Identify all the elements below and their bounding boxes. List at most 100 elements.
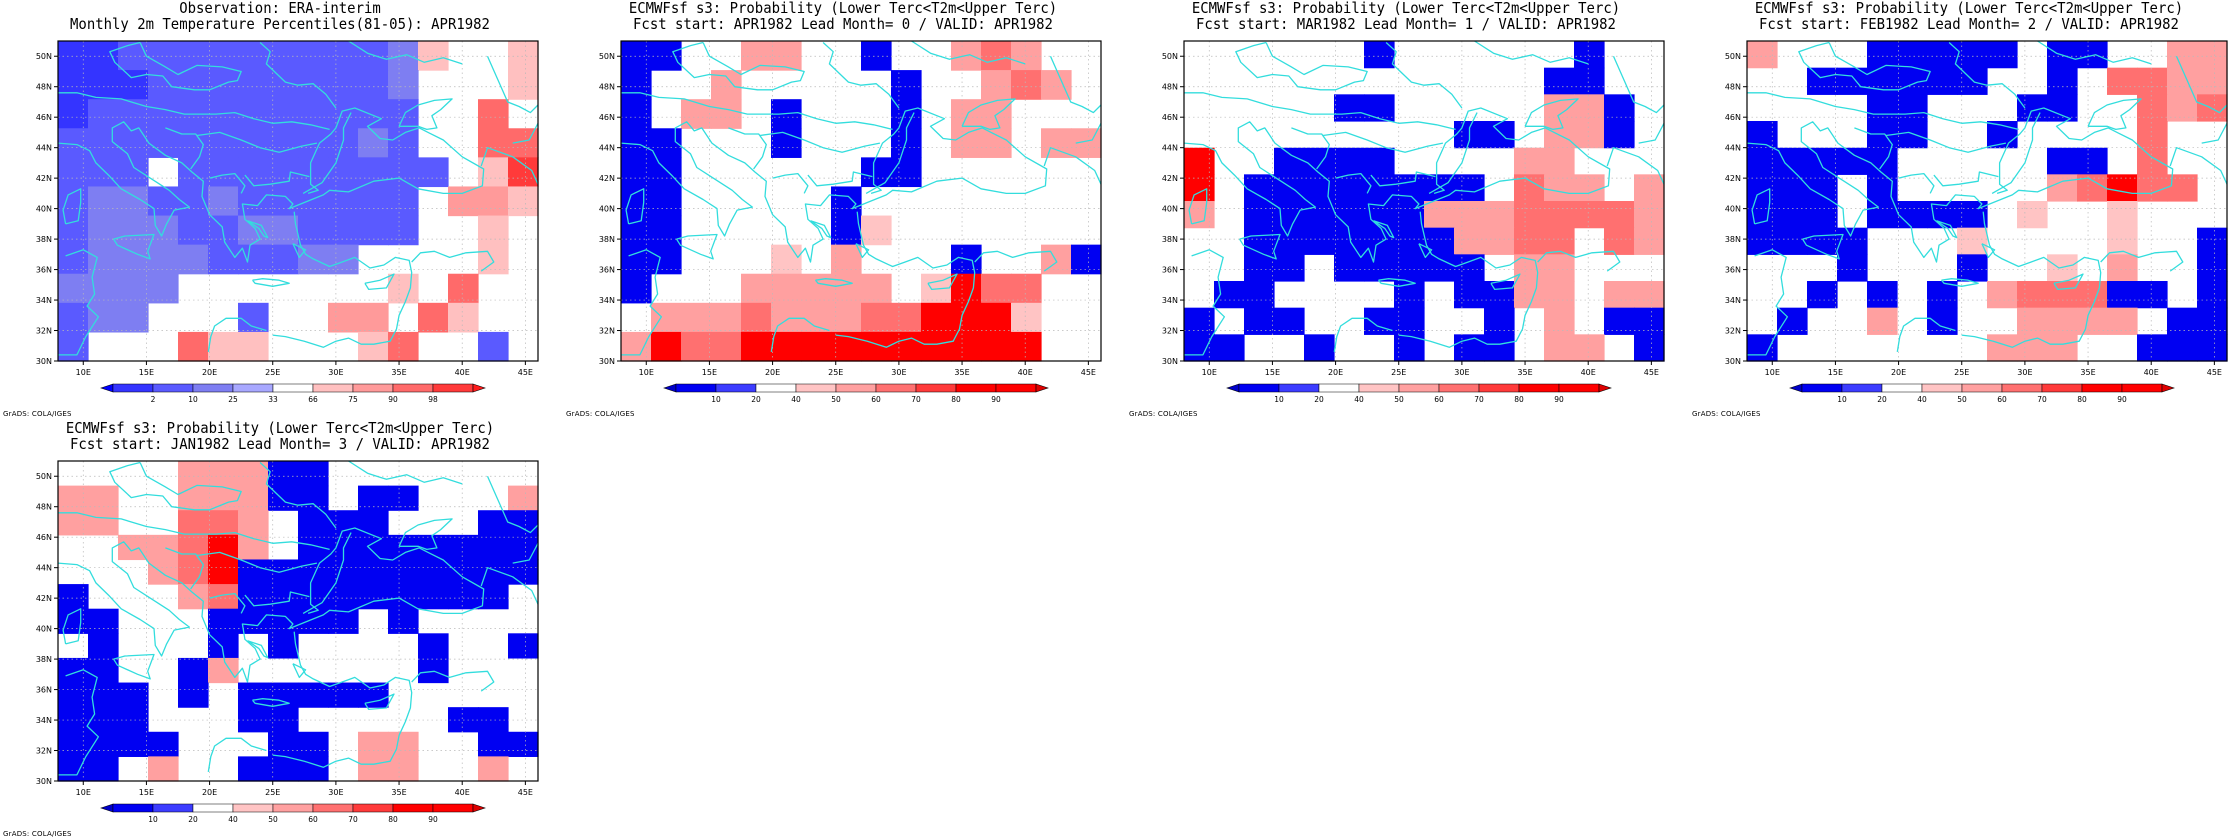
grid-cell [178, 534, 209, 561]
grid-cell [1747, 201, 1778, 229]
grid-cell [388, 99, 419, 129]
coastline [209, 592, 246, 614]
lon-tick-label: 35E [391, 788, 406, 797]
grid-cell [2107, 254, 2138, 282]
lat-tick-label: 36N [599, 266, 615, 275]
lat-tick-label: 48N [1162, 83, 1178, 92]
lat-tick-label: 50N [599, 52, 615, 61]
grid-cell [1274, 174, 1305, 202]
grid-cell [148, 534, 179, 561]
grid-cell [891, 70, 922, 100]
lat-tick-label: 44N [36, 144, 52, 153]
grid-cell [508, 41, 539, 71]
grid-cell [2047, 147, 2078, 175]
grid-cell [1394, 174, 1425, 202]
coastline [1936, 220, 1958, 239]
lon-tick-label: 30E [328, 368, 343, 377]
grid-cell [621, 331, 652, 362]
coastline [1898, 172, 1935, 194]
grid-cell [981, 302, 1012, 333]
lon-tick-label: 10E [1765, 368, 1780, 377]
grid-cell [328, 215, 359, 246]
coastline [62, 608, 82, 645]
coastline [58, 669, 100, 776]
grid-cell [238, 99, 269, 129]
grid-cell [2137, 147, 2168, 175]
grid-cell [178, 682, 209, 708]
lon-tick-label: 45E [1644, 368, 1659, 377]
grid-cell [508, 128, 539, 158]
grid-cell [508, 510, 539, 536]
colorbar-label: 90 [1554, 395, 1564, 404]
grid-cell [861, 302, 892, 333]
grid-cell [118, 157, 149, 188]
grid-cell [388, 731, 419, 757]
coastline [247, 220, 269, 239]
grid-cell [58, 273, 89, 304]
colorbar-box [995, 383, 1037, 393]
coastline [1802, 233, 1844, 260]
lat-tick-label: 50N [1162, 52, 1178, 61]
coastline [2100, 250, 2184, 272]
grid-cell [298, 584, 329, 610]
lon-tick-label: 35E [954, 368, 969, 377]
grid-cell [268, 186, 299, 217]
coastline [398, 98, 453, 131]
grid-cell [891, 157, 922, 188]
coastline [1235, 41, 1368, 91]
grid-cell [358, 756, 389, 782]
coastline [364, 693, 395, 711]
grid-cell [1927, 41, 1958, 69]
grid-cell [88, 510, 119, 536]
colorbar: 2 10 25 33 66 75 90 98 [100, 383, 486, 404]
grid-cell [208, 461, 239, 487]
colorbar-box [1318, 383, 1360, 393]
grid-cell [238, 331, 269, 362]
coastline [272, 631, 413, 768]
colorbar-label: 98 [428, 395, 438, 404]
lon-tick-label: 40E [455, 788, 470, 797]
lat-tick-label: 42N [36, 174, 52, 183]
colorbar-label: 20 [188, 815, 198, 824]
grid-cell [1987, 334, 2018, 362]
lat-tick-label: 46N [599, 113, 615, 122]
grid-cell [831, 273, 862, 304]
grid-cell [1544, 201, 1575, 229]
colorbar-label: 40 [228, 815, 238, 824]
grid-cell [711, 302, 742, 333]
coastline [109, 461, 242, 511]
grid-cell [1747, 41, 1778, 69]
grid-cell [418, 584, 449, 610]
colorbar-high-arrow [1035, 383, 1049, 393]
coastline [292, 243, 307, 259]
lon-tick-label: 10E [1202, 368, 1217, 377]
grid-cell [981, 41, 1012, 71]
grid-cell [621, 99, 652, 129]
colorbar-label: 10 [188, 395, 198, 404]
colorbar-box [1238, 383, 1280, 393]
grid-cell [358, 128, 389, 158]
grid-cell [981, 128, 1012, 158]
coastline [815, 278, 853, 287]
grid-cell [621, 273, 652, 304]
coastline [676, 233, 718, 260]
coastlines [57, 40, 539, 356]
colorbar-box [1558, 383, 1600, 393]
grid-cell [1184, 201, 1215, 229]
colorbar-box [2041, 383, 2083, 393]
colorbar-box [112, 803, 154, 813]
grid-cell [2137, 121, 2168, 149]
lat-tick-label: 46N [1162, 113, 1178, 122]
grid-cell [298, 461, 329, 487]
grid-cell [208, 534, 239, 561]
grid-cells [58, 461, 539, 782]
grid-cell [1807, 281, 1838, 309]
grid-cell [58, 731, 89, 757]
grid-cell [1574, 41, 1605, 69]
colorbar-box [112, 383, 154, 393]
grid-cell [1957, 201, 1988, 229]
coastline [1075, 122, 1102, 144]
grid-cell [388, 186, 419, 217]
coastline [865, 112, 915, 194]
colorbar-box [1801, 383, 1843, 393]
